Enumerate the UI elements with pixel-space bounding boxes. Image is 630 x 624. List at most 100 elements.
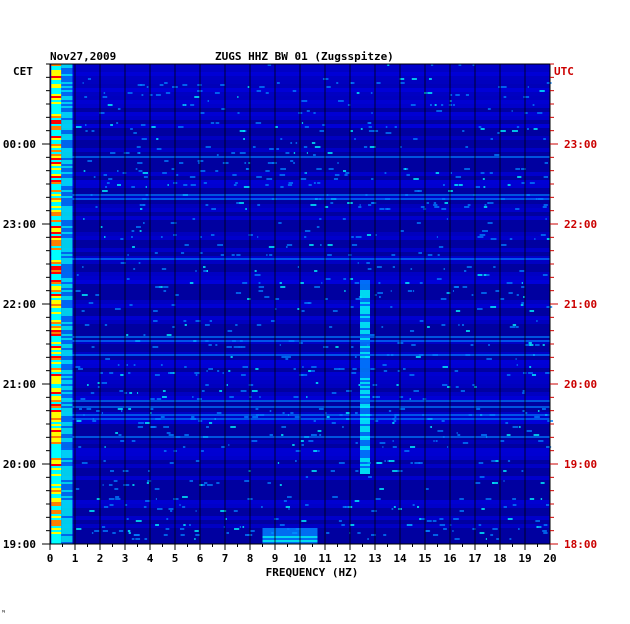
noise-speckle: [237, 112, 240, 114]
spectral-line-12.6hz: [360, 428, 370, 430]
noise-speckle: [297, 266, 299, 268]
broadband-event: [72, 194, 550, 196]
noise-speckle: [457, 434, 461, 436]
noise-speckle: [176, 174, 179, 176]
noise-speckle: [352, 368, 357, 370]
low-frequency-energy: [61, 492, 73, 494]
noise-speckle: [75, 290, 81, 292]
low-frequency-energy: [51, 216, 62, 218]
noise-speckle: [285, 152, 290, 154]
spectral-line-12.6hz: [360, 412, 370, 414]
x-tick-label: 16: [443, 552, 457, 565]
low-frequency-energy: [51, 98, 62, 100]
noise-speckle: [503, 480, 505, 482]
low-frequency-energy: [61, 208, 73, 210]
low-frequency-energy: [61, 424, 73, 426]
noise-speckle: [208, 368, 213, 370]
noise-speckle: [128, 532, 131, 534]
noise-speckle: [358, 206, 362, 208]
low-frequency-energy: [61, 514, 73, 516]
low-frequency-energy: [61, 126, 73, 128]
noise-speckle: [346, 390, 352, 392]
low-frequency-energy: [51, 214, 62, 216]
noise-speckle: [526, 128, 530, 130]
noise-speckle: [488, 344, 490, 346]
noise-speckle: [328, 168, 334, 170]
low-frequency-energy: [61, 290, 73, 292]
low-frequency-energy: [51, 180, 62, 182]
low-frequency-energy: [51, 540, 62, 542]
noise-speckle: [521, 168, 526, 170]
low-frequency-energy: [61, 90, 73, 92]
noise-speckle: [83, 218, 85, 220]
low-frequency-energy: [51, 182, 62, 184]
noise-speckle: [391, 508, 394, 510]
noise-speckle: [400, 146, 402, 148]
low-frequency-energy: [51, 248, 62, 250]
low-frequency-energy: [51, 240, 62, 242]
noise-speckle: [84, 96, 88, 98]
noise-speckle: [462, 286, 468, 288]
noise-speckle: [260, 506, 263, 508]
noise-speckle: [75, 366, 81, 368]
x-axis: 0 1 2 3 4 5 6 7 8 9 10 11 12 13 14 15 16 17 18 19 20: [47, 544, 557, 565]
noise-speckle: [131, 538, 135, 540]
noise-speckle: [316, 226, 320, 228]
noise-speckle: [217, 370, 220, 372]
low-frequency-energy: [51, 352, 62, 354]
noise-speckle: [120, 410, 123, 412]
noise-speckle: [220, 254, 224, 256]
noise-speckle: [179, 162, 184, 164]
noise-speckle: [448, 190, 453, 192]
noise-speckle: [163, 534, 168, 536]
noise-speckle: [226, 384, 228, 386]
low-frequency-energy: [51, 256, 62, 258]
noise-speckle: [396, 384, 399, 386]
noise-speckle: [279, 524, 285, 526]
noise-speckle: [385, 126, 388, 128]
noise-speckle: [415, 356, 421, 358]
noise-speckle: [189, 524, 191, 526]
low-frequency-energy: [51, 172, 62, 174]
noise-speckle: [355, 298, 362, 300]
low-frequency-energy: [51, 160, 62, 162]
spectral-line-12.6hz: [360, 434, 370, 436]
spectral-line-12.6hz: [360, 316, 370, 318]
spectral-line-12.6hz: [360, 460, 370, 462]
noise-speckle: [238, 292, 242, 294]
noise-speckle: [427, 326, 430, 328]
low-frequency-energy: [61, 350, 73, 352]
noise-speckle: [355, 442, 358, 444]
low-frequency-energy: [51, 102, 62, 104]
low-frequency-energy: [61, 464, 73, 466]
low-frequency-energy: [61, 502, 73, 504]
noise-speckle: [95, 206, 98, 208]
noise-speckle: [419, 518, 422, 520]
low-frequency-energy: [61, 292, 73, 294]
low-frequency-energy: [61, 522, 73, 524]
noise-speckle: [106, 182, 110, 184]
noise-speckle: [459, 510, 464, 512]
noise-speckle: [371, 534, 376, 536]
noise-speckle: [189, 282, 194, 284]
noise-speckle: [379, 208, 385, 210]
noise-speckle: [344, 506, 349, 508]
noise-speckle: [385, 208, 391, 210]
noise-speckle: [274, 308, 277, 310]
noise-speckle: [342, 506, 346, 508]
noise-speckle: [242, 282, 248, 284]
noise-speckle: [417, 190, 422, 192]
spectral-line-12.6hz: [360, 296, 370, 298]
low-frequency-energy: [61, 80, 73, 82]
noise-speckle: [310, 204, 317, 206]
low-frequency-energy: [61, 480, 73, 482]
noise-speckle: [239, 526, 242, 528]
low-frequency-energy: [51, 136, 62, 138]
low-frequency-energy: [61, 84, 73, 86]
low-frequency-energy: [51, 488, 62, 490]
noise-speckle: [416, 222, 421, 224]
noise-speckle: [254, 270, 257, 272]
noise-speckle: [522, 392, 525, 394]
noise-speckle: [314, 270, 318, 272]
low-frequency-energy: [51, 260, 62, 262]
